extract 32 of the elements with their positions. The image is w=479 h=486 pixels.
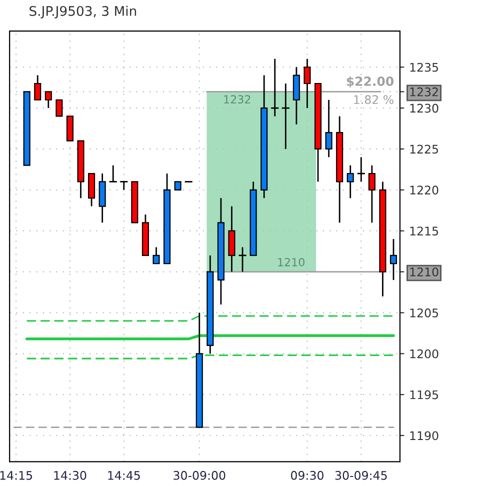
- y-tick-label: 1225: [410, 144, 438, 154]
- x-tick-label: 30-09:45: [335, 470, 387, 480]
- y-tick-label: 1230: [410, 104, 438, 113]
- candlestick: [325, 99, 332, 158]
- ref-line-label: 1232: [224, 95, 250, 104]
- band-label: $22.00: [346, 76, 394, 88]
- candlestick: [390, 238, 398, 281]
- chart-title: S.JP.J9503, 3 Min: [30, 6, 136, 18]
- y-tick-label: 1215: [410, 226, 438, 236]
- y-tick-label: 1235: [410, 62, 438, 72]
- y-tick-label: 1190: [410, 431, 438, 440]
- y-tick-label: 1210: [410, 268, 438, 276]
- x-tick-label: 09:30: [290, 470, 324, 480]
- x-tick-label: 14:45: [108, 471, 140, 480]
- y-tick-label: 1220: [410, 186, 438, 195]
- x-tick-label: 14:15: [0, 471, 32, 480]
- x-tick-label: 30-09:00: [174, 470, 226, 480]
- candlestick: [304, 58, 311, 109]
- y-tick-label: 1200: [410, 349, 438, 358]
- annotation: 1.82 %: [354, 95, 394, 104]
- candlestick: [346, 164, 354, 199]
- y-tick-label: 1232: [410, 87, 438, 96]
- candlestick: [56, 99, 63, 117]
- y-tick-label: 1195: [410, 390, 438, 400]
- candlestick: [238, 246, 247, 272]
- candlestick: [152, 246, 160, 264]
- candlestick: [34, 74, 42, 101]
- candlestick: [368, 164, 376, 224]
- y-tick-label: 1205: [410, 308, 438, 318]
- candlestick: [44, 90, 52, 109]
- x-tick-label: 14:30: [54, 470, 86, 480]
- ref-line-label: 1210: [278, 258, 304, 266]
